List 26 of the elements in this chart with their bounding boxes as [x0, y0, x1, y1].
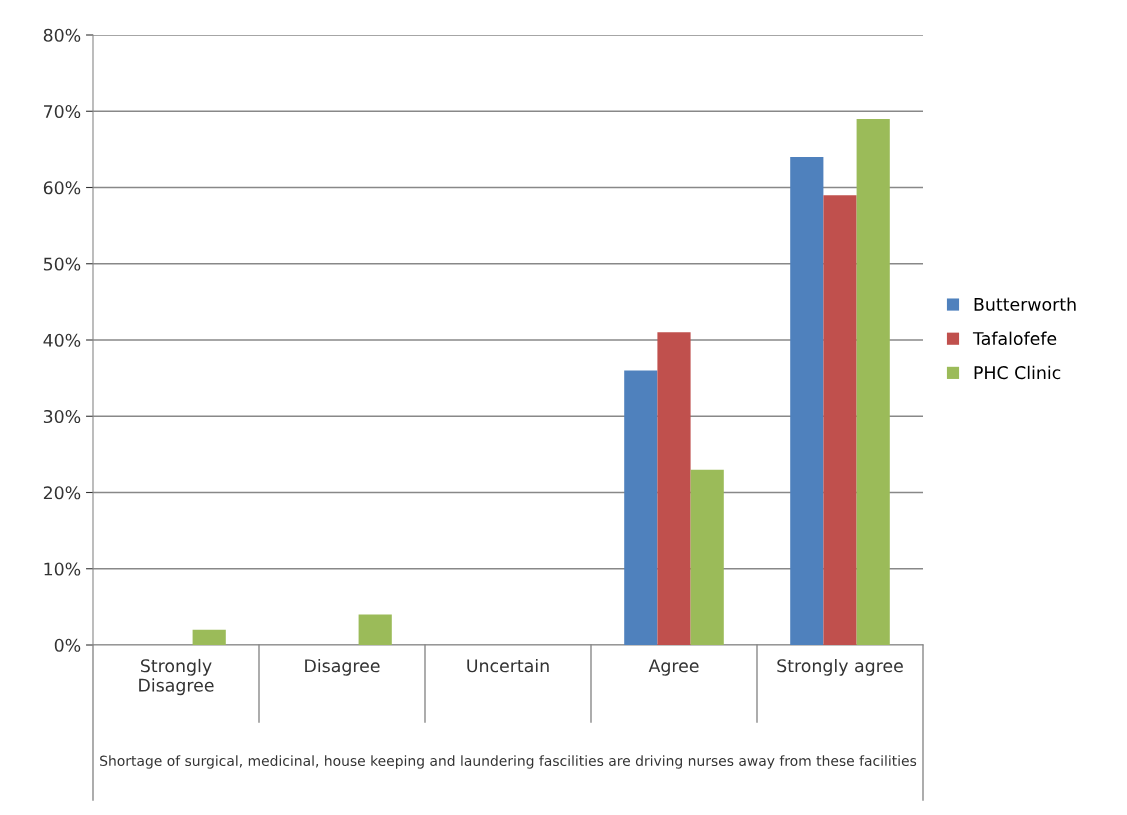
y-tick-label: 20% — [43, 486, 81, 500]
y-tick-label: 80% — [43, 28, 81, 42]
bar — [657, 332, 691, 645]
x-tick-label: Disagree — [305, 658, 380, 676]
x-tick-label: Strongly agree — [777, 658, 903, 676]
x-tick-label: Strongly Disagree — [139, 658, 214, 696]
y-tick-label: 50% — [43, 257, 81, 271]
y-tick-label: 60% — [43, 181, 81, 195]
x-tick-label: Uncertain — [467, 658, 549, 673]
bar — [856, 118, 890, 645]
bar — [823, 195, 857, 645]
y-tick-label: 40% — [43, 333, 81, 347]
y-tick-label: 70% — [44, 104, 81, 119]
bar — [790, 157, 824, 645]
bar — [358, 614, 392, 645]
legend-label: PHC Clinic — [974, 365, 1061, 380]
legend-label: Tafalofefe — [972, 331, 1057, 346]
x-axis-title: Shortage of surgical, medicinal, house keeping and laundering fascilities are driving nurses away from these facilities — [100, 755, 917, 769]
bar — [624, 370, 658, 645]
bar — [690, 469, 724, 645]
legend-label: Butterworth — [974, 297, 1076, 311]
x-tick-label: Agree — [648, 659, 699, 676]
bar — [192, 629, 226, 645]
y-tick-label: 10% — [44, 562, 81, 576]
y-tick-label: 30% — [43, 409, 81, 424]
y-tick-label: 0% — [54, 638, 81, 652]
